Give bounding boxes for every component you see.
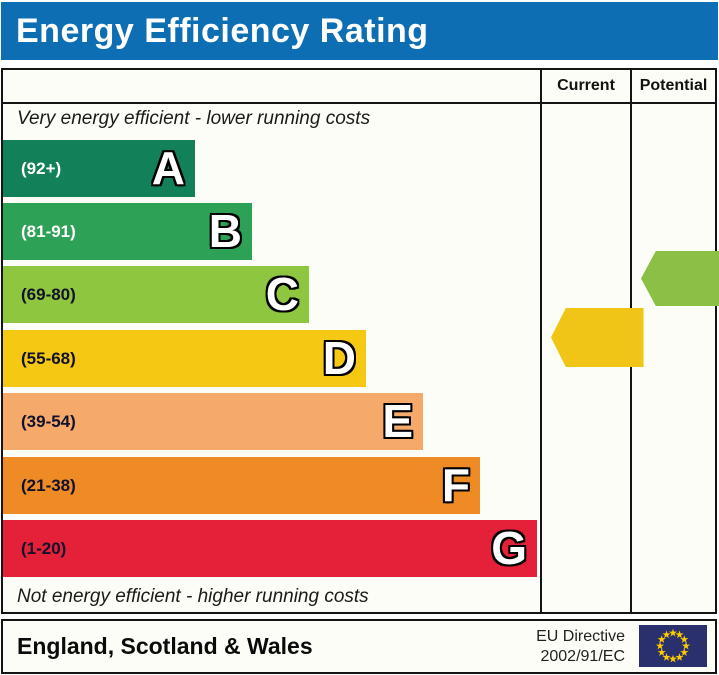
band-range-label: (21-38) xyxy=(21,476,76,495)
rating-table: Current Potential Very energy efficient … xyxy=(1,68,719,614)
region-label: England, Scotland & Wales xyxy=(17,633,313,659)
caption-not-efficient: Not energy efficient - higher running co… xyxy=(17,586,369,607)
eu-directive-line1: EU Directive xyxy=(536,628,625,645)
potential-rating-pointer: 78 xyxy=(641,251,719,306)
band-letter: E xyxy=(382,395,413,447)
band-letter: G xyxy=(491,522,527,574)
band-letter: C xyxy=(265,268,299,320)
eu-flag-icon xyxy=(639,625,707,667)
column-header-current: Current xyxy=(557,77,615,94)
current-rating-pointer: 66 xyxy=(551,308,644,367)
band-d: (55-68) D xyxy=(3,330,366,387)
page-title: Energy Efficiency Rating xyxy=(1,2,718,60)
band-a: (92+) A xyxy=(3,140,195,197)
band-range-label: (92+) xyxy=(21,159,62,178)
band-range-label: (39-54) xyxy=(21,412,76,431)
band-letter: A xyxy=(151,142,185,194)
column-header-potential: Potential xyxy=(639,77,708,94)
band-c: (69-80) C xyxy=(3,266,309,323)
caption-very-efficient: Very energy efficient - lower running co… xyxy=(17,108,371,129)
header-divider xyxy=(3,102,715,104)
band-range-label: (81-91) xyxy=(21,222,76,241)
band-letter: F xyxy=(441,459,470,511)
band-range-label: (69-80) xyxy=(21,285,76,304)
band-g: (1-20) G xyxy=(3,520,537,577)
band-f: (21-38) F xyxy=(3,457,480,514)
footer-bar: England, Scotland & Wales EU Directive 2… xyxy=(1,619,717,674)
band-b: (81-91) B xyxy=(3,203,252,260)
band-letter: B xyxy=(208,205,242,257)
current-rating-value: 66 xyxy=(643,316,686,358)
band-range-label: (1-20) xyxy=(21,539,67,558)
current-column-divider xyxy=(540,70,542,612)
band-e: (39-54) E xyxy=(3,393,423,450)
band-range-label: (55-68) xyxy=(21,349,76,368)
band-letter: D xyxy=(322,332,356,384)
eu-directive-line2: 2002/91/EC xyxy=(540,648,625,665)
eu-directive-label: EU Directive 2002/91/EC xyxy=(536,627,625,667)
